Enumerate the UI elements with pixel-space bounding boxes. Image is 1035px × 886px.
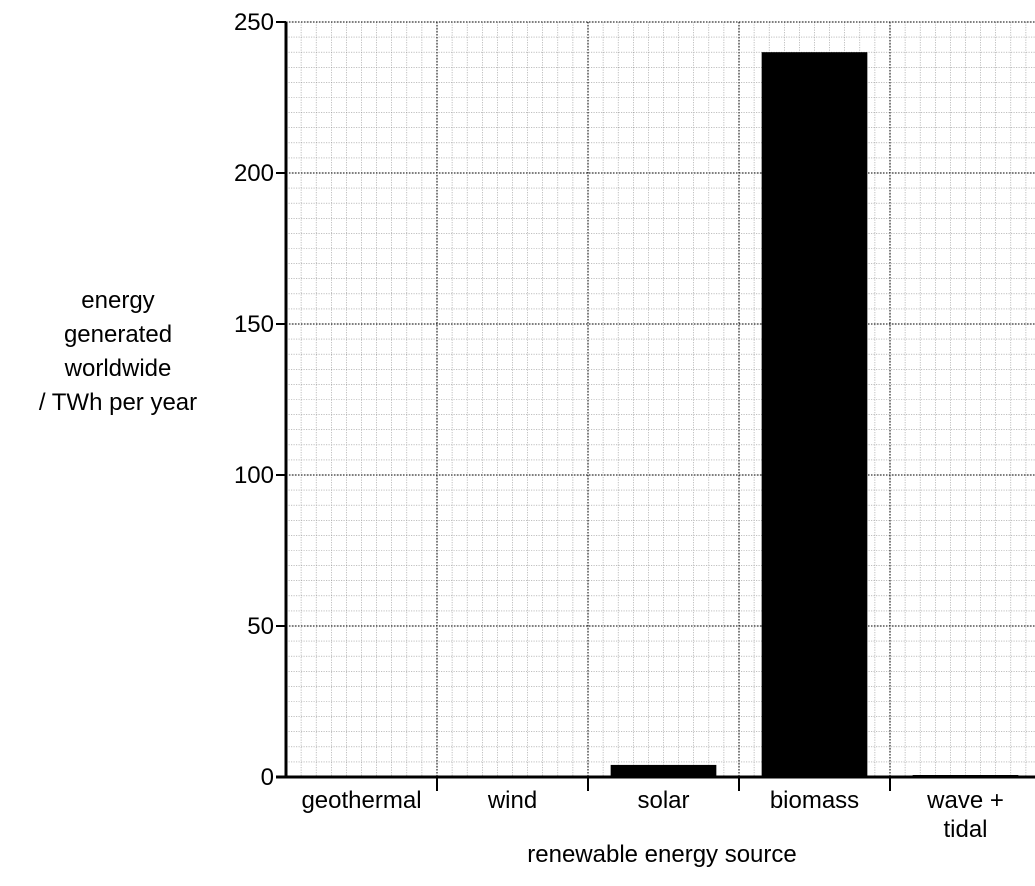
minor-grid (285, 21, 1035, 778)
x-tick-label: geothermal (301, 787, 421, 814)
y-tick-label: 0 (261, 764, 274, 791)
bar (610, 764, 717, 777)
y-axis-label: energy generated worldwide / TWh per year (39, 287, 197, 416)
y-tick-label: 150 (234, 311, 274, 338)
x-tick-labels: geothermal wind solar biomass wave + tidal (301, 787, 1003, 843)
bar (761, 52, 868, 777)
axes (276, 21, 1035, 791)
y-tick-label: 200 (234, 160, 274, 187)
y-tick-label: 250 (234, 9, 274, 36)
x-axis-label: renewable energy source (527, 841, 797, 868)
bars (610, 52, 1019, 777)
x-tick-label: wave + tidal (926, 787, 1004, 843)
y-tick-labels: 0 50 100 150 200 250 (234, 9, 274, 791)
x-tick-label: wind (487, 787, 537, 814)
major-grid (286, 21, 1035, 778)
x-tick-label: solar (637, 787, 689, 814)
y-tick-label: 50 (247, 613, 274, 640)
y-tick-label: 100 (234, 462, 274, 489)
x-tick-label: biomass (770, 787, 859, 814)
